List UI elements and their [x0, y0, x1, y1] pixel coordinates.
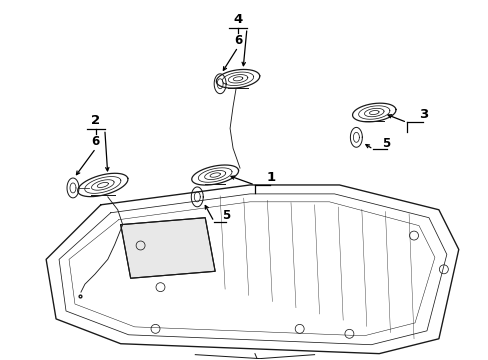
Text: 6: 6	[233, 33, 242, 46]
Text: 6: 6	[92, 135, 100, 148]
Text: 3: 3	[418, 108, 427, 121]
Text: 2: 2	[91, 114, 100, 127]
Text: 5: 5	[222, 209, 230, 222]
Text: 1: 1	[266, 171, 275, 184]
Text: 5: 5	[382, 137, 389, 150]
Text: 4: 4	[233, 13, 242, 26]
Polygon shape	[121, 218, 215, 278]
